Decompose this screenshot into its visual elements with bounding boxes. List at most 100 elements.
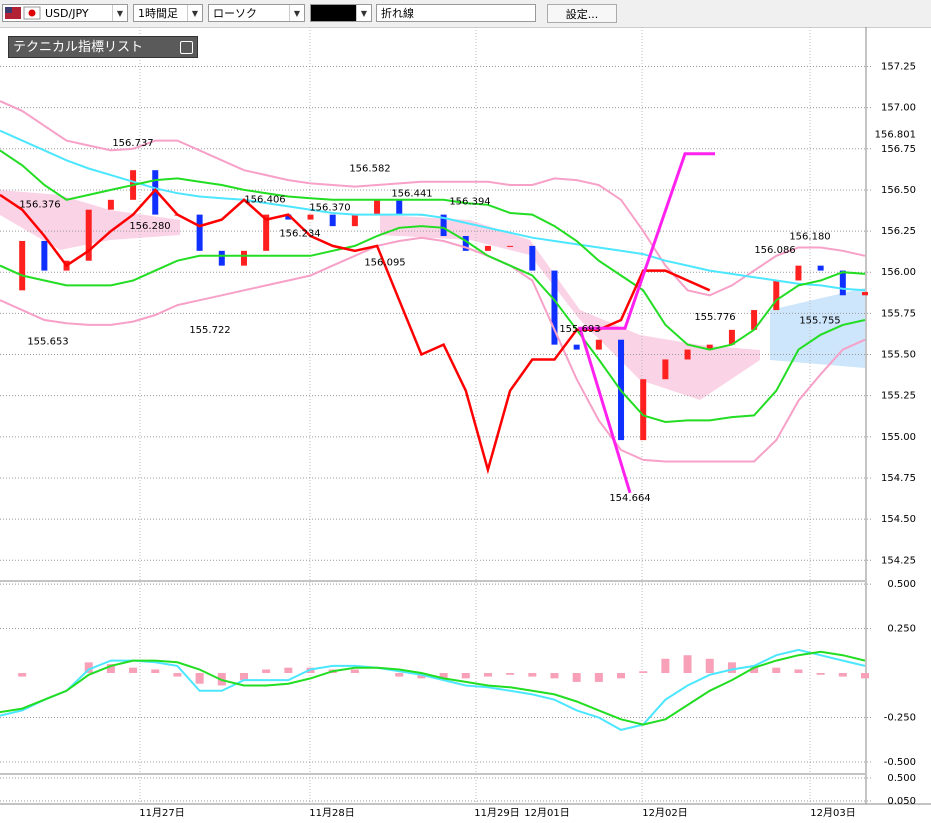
histogram-bar: [550, 673, 559, 679]
price-label: 154.664: [609, 493, 650, 504]
y-tick-label: 156.75: [881, 144, 916, 155]
y-tick-label: 156.50: [881, 185, 916, 196]
y-tick-label: 155.50: [881, 350, 916, 361]
y-tick-label: 0.500: [887, 579, 916, 590]
style-select[interactable]: ローソク ▼: [208, 4, 305, 22]
line: [0, 225, 866, 424]
candle: [706, 344, 713, 350]
x-tick-label: 11月27日: [139, 807, 184, 819]
candle: [41, 240, 48, 271]
candle: [484, 245, 491, 251]
y-tick-label: -0.250: [884, 712, 916, 723]
flag-us-canton: [5, 7, 12, 13]
histogram-bar: [262, 669, 271, 674]
histogram-bar: [84, 662, 93, 674]
histogram-bar: [395, 673, 404, 677]
histogram-bar: [350, 669, 359, 674]
x-tick-label: 11月29日: [474, 807, 519, 819]
candle: [307, 214, 314, 220]
candle: [196, 214, 203, 251]
histogram-bar: [284, 667, 293, 674]
histogram-bar: [794, 669, 803, 674]
y-tick-label: 0.250: [887, 624, 916, 635]
price-label: 155.653: [27, 336, 68, 347]
candle: [85, 209, 92, 261]
line: [0, 149, 866, 351]
candle: [529, 245, 536, 271]
y-tick-label: 0.500: [887, 773, 916, 784]
price-label: 155.722: [189, 325, 230, 336]
histogram-bar: [750, 665, 759, 674]
histogram-bar: [594, 673, 603, 682]
color-select[interactable]: ▼: [310, 4, 372, 22]
price-label: 155.755: [799, 316, 840, 327]
histogram-bar: [772, 667, 781, 674]
candle: [684, 349, 691, 360]
settings-button[interactable]: 設定...: [547, 4, 617, 23]
price-label: 156.280: [129, 221, 170, 232]
price-label: 156.394: [449, 196, 490, 207]
line: [0, 129, 866, 292]
symbol: USD/JPY: [45, 7, 89, 20]
candle: [862, 291, 868, 296]
icon: [180, 41, 193, 54]
y-tick-label: 156.00: [881, 267, 916, 278]
price-label: 156.406: [244, 194, 285, 205]
price-label: 156.180: [789, 232, 830, 243]
y-tick-label: -0.500: [884, 757, 916, 768]
chart-style: ローソク: [213, 7, 257, 20]
histogram-bar: [661, 658, 670, 674]
x-tick-label: 12月02日: [642, 807, 687, 819]
y-tick-label: 157.00: [881, 103, 916, 114]
current-price: 156.801: [875, 129, 916, 140]
cloud: [770, 288, 865, 368]
histogram-bar: [816, 673, 825, 675]
candle: [462, 236, 469, 251]
candle: [19, 240, 26, 291]
timeframe: 1時間足: [138, 7, 178, 20]
y-tick-label: 154.50: [881, 514, 916, 525]
y-tick-label: 155.25: [881, 391, 916, 402]
price-label: 156.086: [754, 245, 795, 256]
flags: [5, 6, 41, 20]
x-tick-label: 11月28日: [309, 807, 354, 819]
line: [0, 100, 866, 297]
cloud: [380, 215, 760, 400]
histogram-bar: [18, 673, 27, 677]
line: [577, 152, 715, 494]
price-label: 156.582: [349, 163, 390, 174]
histogram-bar: [639, 671, 648, 674]
histogram-bar: [572, 673, 581, 682]
candle: [751, 310, 758, 330]
price-label: 156.376: [19, 199, 60, 210]
histogram-bar: [239, 673, 248, 681]
histogram-bar: [727, 662, 736, 674]
line: [0, 188, 711, 475]
candle: [573, 344, 580, 350]
arrow: ▼: [356, 5, 371, 21]
symbol-select[interactable]: USD/JPY ▼: [2, 4, 128, 22]
indicator-list[interactable]: テクニカル指標リスト: [8, 36, 198, 58]
histogram-bar: [195, 673, 204, 684]
histogram-bar: [483, 673, 492, 677]
candle: [440, 214, 447, 237]
price-label: 156.737: [112, 138, 153, 149]
candle: [507, 245, 514, 247]
toolbar: USD/JPY ▼ 1時間足 ▼ ローソク ▼ ▼ 折れ線 設定...: [0, 0, 931, 28]
candle: [728, 329, 735, 345]
y-tick-label: 157.25: [881, 62, 916, 73]
y-tick-label: 0.050: [887, 796, 916, 807]
histogram-bar: [838, 673, 847, 677]
candle: [396, 199, 403, 215]
candle: [817, 265, 824, 271]
candle: [285, 214, 292, 220]
candle: [351, 214, 358, 227]
line-type: 折れ線: [381, 7, 414, 20]
price-label: 155.776: [694, 312, 735, 323]
candle: [107, 199, 114, 210]
line-select[interactable]: 折れ線: [376, 4, 536, 22]
candle: [662, 359, 669, 380]
timeframe-select[interactable]: 1時間足 ▼: [133, 4, 203, 22]
